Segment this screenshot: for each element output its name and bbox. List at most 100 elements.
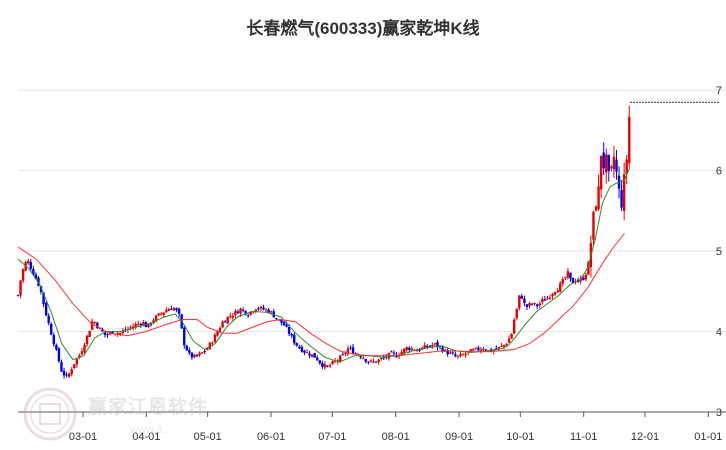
candle-body	[620, 189, 623, 208]
candle-body	[331, 361, 334, 365]
candle-body	[538, 303, 541, 306]
candle-body	[78, 355, 81, 358]
candle-body	[528, 302, 531, 307]
candle-body	[405, 347, 408, 351]
candle-body	[323, 364, 327, 368]
candle-body	[183, 327, 186, 346]
candle-body	[592, 211, 595, 240]
candle-body	[599, 155, 603, 190]
candle-body	[390, 351, 393, 353]
candle-body	[433, 343, 437, 345]
candle-body	[602, 152, 605, 169]
candle-body	[203, 351, 206, 353]
seal-logo-icon	[23, 387, 77, 441]
candle-body	[149, 323, 153, 325]
candle-body	[226, 316, 229, 324]
candle-body	[451, 352, 454, 354]
candle-body	[175, 308, 178, 311]
watermark-url: www.3...	[130, 424, 172, 436]
candle-body	[551, 293, 554, 297]
candle-body	[47, 315, 50, 324]
y-tick-label: 3	[716, 407, 722, 419]
candle-body	[57, 348, 61, 362]
candle-body	[512, 319, 516, 334]
ma-line-2	[17, 233, 625, 357]
candle-body	[622, 174, 626, 211]
candle-body	[454, 354, 457, 357]
candle-body	[313, 352, 316, 358]
candle-body	[200, 352, 204, 354]
candle-body	[208, 342, 212, 349]
candle-body	[154, 315, 158, 322]
candle-body	[50, 323, 53, 335]
candle-body	[479, 349, 483, 352]
candle-body	[116, 332, 119, 334]
candle-body	[37, 277, 40, 286]
candle-body	[75, 358, 79, 365]
candle-body	[464, 353, 467, 355]
candle-body	[556, 290, 559, 293]
candle-body	[236, 311, 240, 314]
candle-body	[382, 357, 385, 359]
candle-body	[569, 272, 572, 279]
candle-body	[270, 311, 273, 313]
candle-body	[229, 316, 232, 318]
candle-body	[410, 348, 414, 351]
candle-body	[607, 154, 611, 172]
candle-body	[546, 298, 549, 300]
candle-body	[275, 318, 278, 320]
candle-body	[213, 334, 217, 343]
candle-body	[287, 326, 291, 334]
candle-body	[318, 360, 321, 364]
candle-body	[441, 347, 444, 352]
candle-body	[582, 277, 585, 280]
candle-body	[431, 345, 434, 347]
candle-body	[472, 349, 475, 351]
candle-body	[579, 278, 582, 282]
candle-body	[477, 347, 480, 351]
candle-body	[177, 308, 181, 314]
candle-body	[21, 269, 25, 281]
candle-body	[469, 349, 472, 353]
candle-body	[456, 355, 460, 357]
candle-body	[379, 358, 383, 360]
grid	[18, 89, 726, 413]
x-tick-label: 06-01	[257, 431, 285, 443]
candle-body	[359, 355, 362, 358]
candle-body	[67, 373, 71, 377]
candle-body	[367, 361, 370, 363]
candle-body	[369, 360, 373, 362]
candle-body	[298, 346, 301, 349]
candle-body	[211, 342, 214, 344]
candle-body	[518, 295, 521, 309]
candle-body	[426, 346, 429, 348]
candle-body	[502, 344, 506, 347]
candle-body	[300, 346, 304, 352]
candle-body	[264, 309, 268, 311]
candle-body	[436, 341, 439, 348]
candle-body	[239, 308, 242, 314]
candle-body	[218, 327, 222, 332]
candle-body	[223, 321, 227, 323]
candle-body	[308, 353, 311, 356]
candle-body	[377, 359, 380, 363]
candle-body	[259, 306, 263, 309]
candle-body	[282, 322, 286, 326]
candle-body	[216, 331, 219, 336]
candle-body	[423, 345, 426, 349]
candle-body	[165, 310, 168, 313]
candle-body	[515, 308, 518, 319]
candle-body	[167, 309, 171, 312]
candle-body	[285, 324, 288, 327]
x-tick-label: 01-01	[694, 431, 722, 443]
candle-body	[193, 354, 196, 358]
candle-body	[505, 343, 508, 346]
candle-body	[584, 274, 587, 280]
candle-body	[510, 333, 513, 339]
x-tick-label: 09-01	[445, 431, 473, 443]
candle-body	[605, 154, 608, 173]
candle-body	[525, 304, 529, 307]
candle-body	[520, 296, 524, 299]
candle-body	[303, 350, 306, 353]
